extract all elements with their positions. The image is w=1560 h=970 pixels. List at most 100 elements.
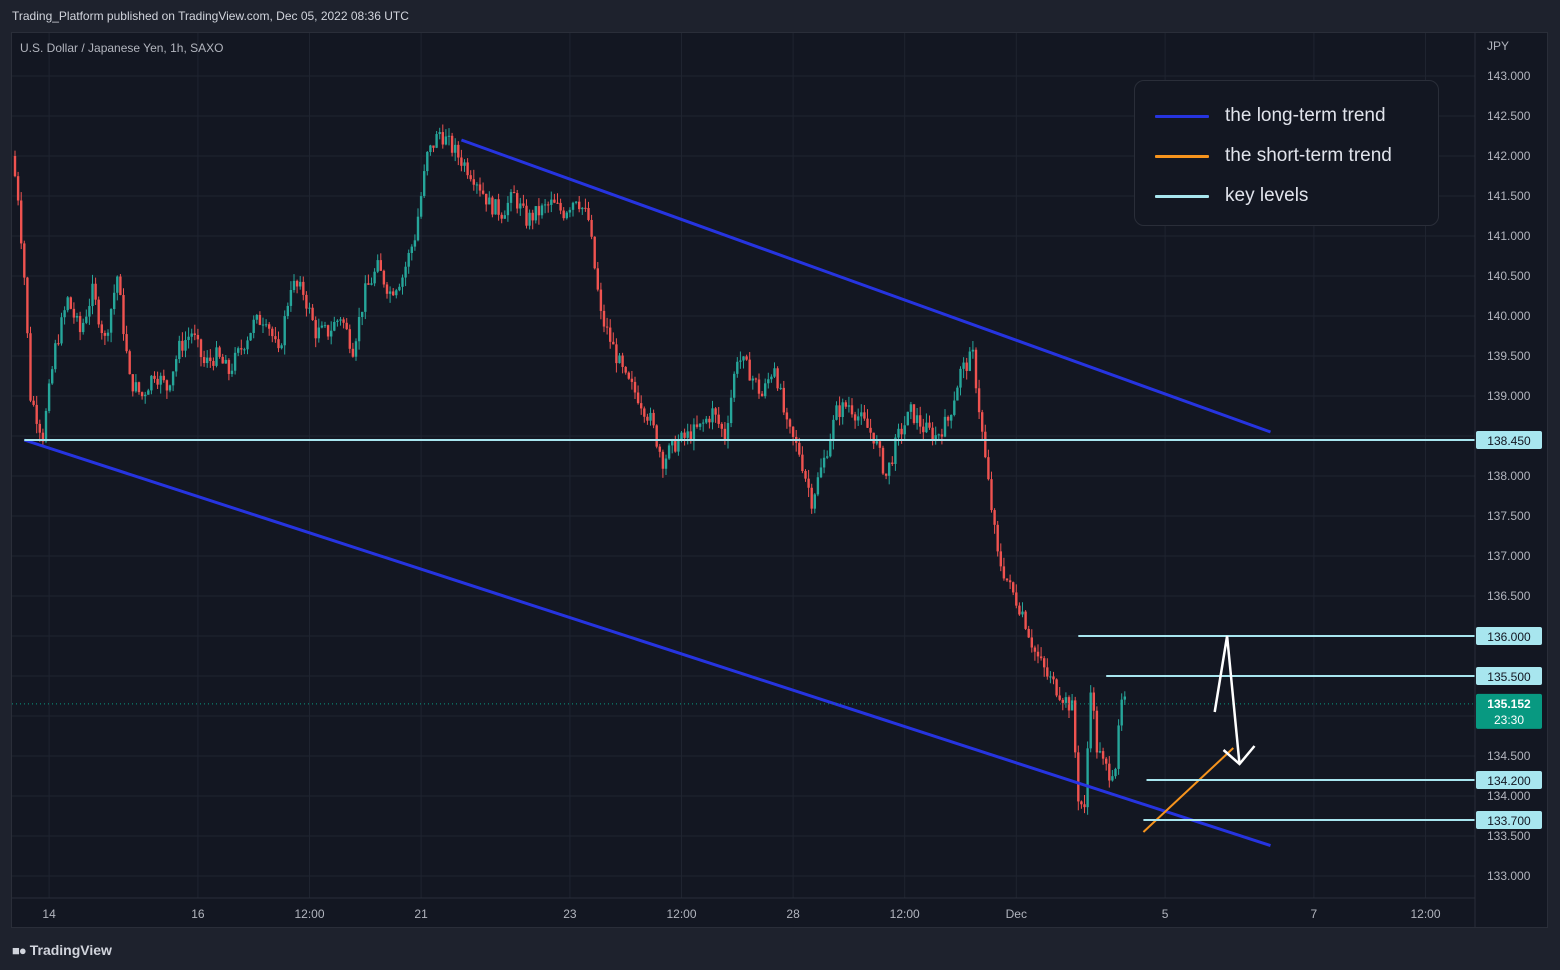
candle-body xyxy=(1036,651,1040,657)
candle-body xyxy=(981,412,984,432)
tradingview-logo[interactable]: ■● TradingView xyxy=(12,942,112,958)
candle-body xyxy=(500,214,503,219)
candle-body xyxy=(937,434,940,436)
price-axis[interactable]: JPY 143.000 142.500 142.000 141.500 141.000 14… xyxy=(1474,33,1542,928)
candle-body xyxy=(202,357,206,364)
candle-body xyxy=(578,201,581,210)
candle-body xyxy=(376,260,379,272)
candle-body xyxy=(742,356,745,361)
candle-body xyxy=(708,418,711,423)
candle-body xyxy=(218,347,221,357)
legend-label: the long-term trend xyxy=(1225,105,1386,126)
candle-body xyxy=(1018,605,1021,615)
candle-body xyxy=(193,333,196,335)
candle-body xyxy=(392,291,395,296)
time-tick-label: 23 xyxy=(563,907,577,921)
candle-body xyxy=(894,437,897,464)
candle-body xyxy=(302,281,305,295)
candle-body xyxy=(333,321,336,331)
candle-body xyxy=(426,151,429,172)
candle-body xyxy=(190,333,193,337)
candle-body xyxy=(773,368,776,377)
candle-body xyxy=(1058,695,1061,700)
candle-body xyxy=(968,351,971,371)
candle-body xyxy=(51,369,54,384)
candle-body xyxy=(888,462,891,476)
price-tick-label: 140.500 xyxy=(1487,269,1531,283)
key-level-label-bg xyxy=(1476,627,1542,645)
candle-body xyxy=(178,340,181,360)
candle-body xyxy=(128,351,131,375)
candle-body xyxy=(785,412,789,420)
candle-body xyxy=(574,201,578,203)
candle-body xyxy=(494,199,497,215)
candle-body xyxy=(807,478,810,488)
axis-currency: JPY xyxy=(1487,39,1509,53)
candle-body xyxy=(630,378,634,382)
time-tick-label: 21 xyxy=(414,907,428,921)
candle-body xyxy=(649,412,652,421)
candle-body xyxy=(295,280,299,287)
candle-body xyxy=(922,426,925,433)
candle-body xyxy=(373,271,376,284)
price-tick-label: 133.000 xyxy=(1487,869,1531,883)
candle-body xyxy=(113,292,116,310)
candle-body xyxy=(984,431,987,458)
candle-body xyxy=(144,394,147,397)
candle-body xyxy=(103,333,107,336)
long-term-trend-line xyxy=(460,138,1272,434)
candle-body xyxy=(1074,700,1077,753)
candle-body xyxy=(767,379,770,384)
candle-body xyxy=(509,192,513,203)
price-tick-label: 139.500 xyxy=(1487,349,1531,363)
candle-body xyxy=(404,266,407,278)
footer: ■● TradingView xyxy=(0,930,1560,970)
candle-body xyxy=(463,162,466,166)
candle-body xyxy=(705,418,708,423)
last-price-label: 135.152 xyxy=(1487,697,1531,711)
candle-body xyxy=(757,379,761,394)
candle-body xyxy=(1120,699,1123,726)
candle-body xyxy=(754,378,758,380)
candle-body xyxy=(568,209,572,213)
time-tick-label: 12:00 xyxy=(890,907,920,921)
candle-body xyxy=(816,477,820,495)
candle-body xyxy=(243,349,246,351)
candle-body xyxy=(584,207,587,209)
candle-body xyxy=(686,431,689,438)
candle-body xyxy=(912,404,916,423)
candle-body xyxy=(1111,776,1114,781)
candle-body xyxy=(140,392,144,397)
time-axis[interactable]: 14 16 12:00 21 23 12:00 28 12:00 Dec 5 7 12:00 xyxy=(12,897,1475,921)
candle-body xyxy=(227,359,231,374)
candle-body xyxy=(237,348,240,353)
top-bar: Trading_Platform published on TradingVie… xyxy=(0,0,1560,32)
time-tick-label: 16 xyxy=(191,907,205,921)
candle-body xyxy=(1095,710,1099,753)
candle-body xyxy=(906,411,909,426)
candle-body xyxy=(116,276,119,293)
candle-body xyxy=(16,176,20,201)
legend-item-key-levels: key levels xyxy=(1155,184,1308,208)
candle-body xyxy=(993,510,996,525)
candle-body xyxy=(407,252,410,267)
candle-body xyxy=(788,419,792,427)
candle-body xyxy=(801,454,804,472)
candle-body xyxy=(184,340,187,351)
candle-body xyxy=(336,320,339,322)
candle-body xyxy=(627,372,630,379)
candle-body xyxy=(903,425,906,435)
candle-body xyxy=(674,439,677,452)
candle-body xyxy=(1067,697,1071,711)
price-tick-label: 141.000 xyxy=(1487,229,1531,243)
candle-body xyxy=(44,410,48,442)
candle-body xyxy=(63,310,66,318)
candle-body xyxy=(534,206,537,221)
candle-body xyxy=(441,132,444,145)
candle-body xyxy=(395,290,398,296)
candle-body xyxy=(590,219,593,237)
candle-body xyxy=(1039,656,1043,659)
projection-arrowhead xyxy=(1222,745,1256,766)
candle-body xyxy=(640,403,643,409)
